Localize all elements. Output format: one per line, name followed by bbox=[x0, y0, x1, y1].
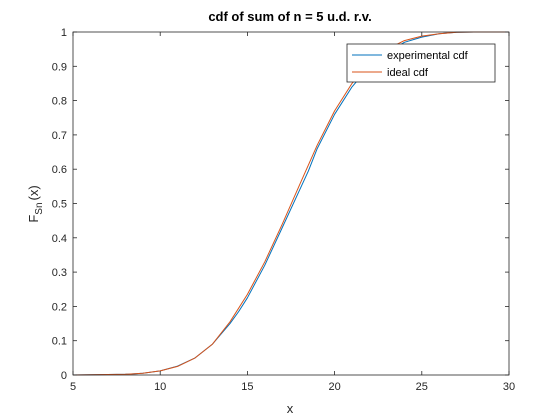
x-axis: 5 10 15 20 25 30 bbox=[70, 32, 515, 393]
y-tick-label: 0.9 bbox=[52, 61, 67, 73]
y-tick-label: 0 bbox=[61, 370, 67, 382]
y-tick-label: 0.1 bbox=[52, 336, 67, 348]
x-tick-label: 30 bbox=[503, 381, 515, 393]
x-tick-label: 25 bbox=[416, 381, 428, 393]
y-tick-label: 1 bbox=[61, 27, 67, 39]
series-line-ideal-cdf bbox=[72, 31, 509, 376]
y-tick-label: 0.8 bbox=[52, 96, 67, 108]
y-axis-label: FSn (x) bbox=[26, 185, 45, 222]
y-tick-label: 0.2 bbox=[52, 301, 67, 313]
x-tick-label: 5 bbox=[70, 381, 76, 393]
legend-label-experimental: experimental cdf bbox=[387, 50, 469, 62]
x-axis-label: x bbox=[287, 401, 294, 416]
y-tick-label: 0.4 bbox=[52, 233, 67, 245]
x-tick-label: 20 bbox=[328, 381, 340, 393]
y-axis-label-subscript: Sn bbox=[34, 202, 45, 214]
y-axis-label-tail: (x) bbox=[26, 185, 41, 200]
series-layer bbox=[72, 31, 509, 376]
y-tick-label: 0.6 bbox=[52, 164, 67, 176]
x-tick-label: 10 bbox=[154, 381, 166, 393]
y-axis-label-main: F bbox=[26, 215, 41, 223]
y-axis: 0 0.1 0.2 0.3 0.4 0.5 0.6 0.7 0.8 0.9 1 bbox=[52, 27, 509, 382]
y-tick-label: 0.7 bbox=[52, 130, 67, 142]
y-tick-label: 0.3 bbox=[52, 267, 67, 279]
legend-label-ideal: ideal cdf bbox=[387, 67, 429, 79]
y-tick-label: 0.5 bbox=[52, 199, 67, 211]
chart-title: cdf of sum of n = 5 u.d. r.v. bbox=[208, 9, 371, 24]
legend: experimental cdf ideal cdf bbox=[346, 43, 496, 83]
x-tick-label: 15 bbox=[241, 381, 253, 393]
legend-box bbox=[346, 43, 496, 83]
